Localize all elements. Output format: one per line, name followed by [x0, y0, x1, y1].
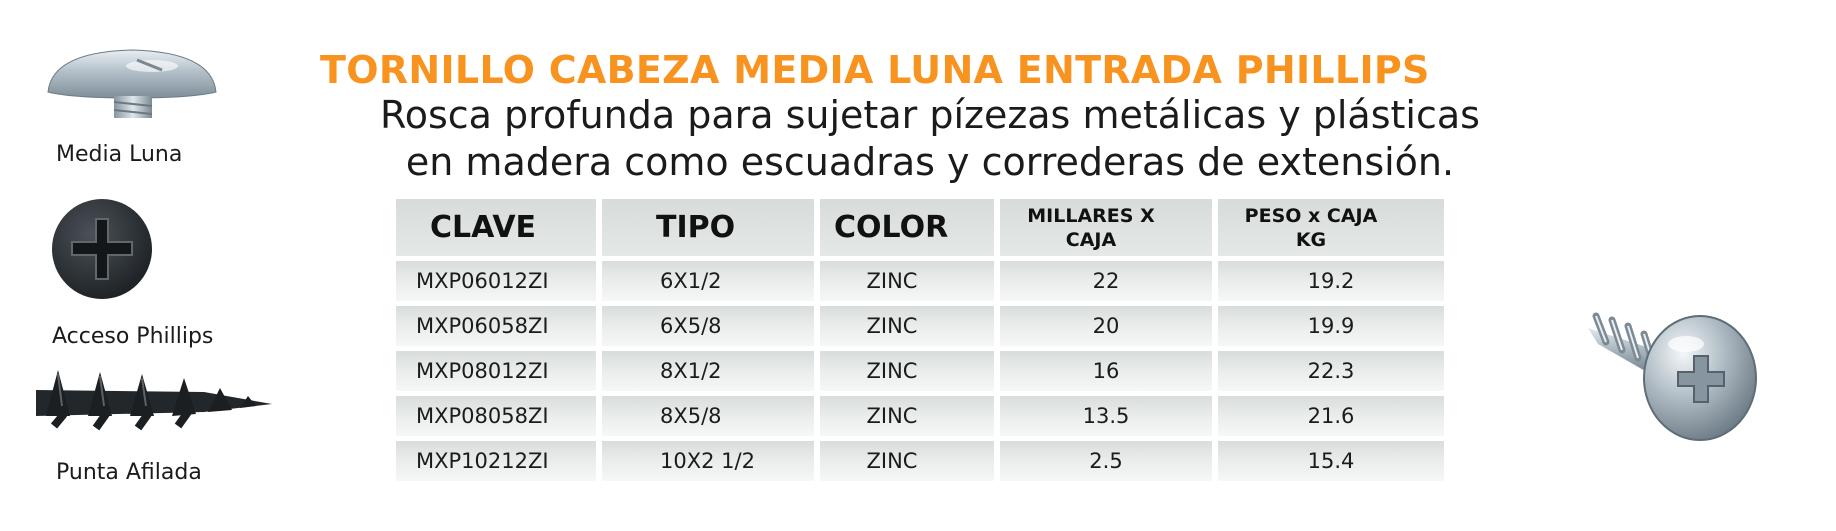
table-header-row: CLAVE TIPO COLOR MILLARES X CAJA PESO x … [396, 199, 1444, 256]
cell-color: ZINC [820, 351, 994, 391]
cell-color: ZINC [820, 396, 994, 436]
cell-peso: 15.4 [1218, 441, 1444, 481]
cell-peso: 21.6 [1218, 396, 1444, 436]
cell-clave: MXP06058ZI [396, 306, 596, 346]
subtitle-line-1: Rosca profunda para sujetar pízezas metá… [380, 93, 1480, 137]
pan-head-screw-icon [47, 49, 217, 118]
cell-millares: 22 [1000, 261, 1212, 301]
table-row: MXP06012ZI 6X1/2 ZINC 22 19.2 [396, 261, 1444, 301]
phillips-head-icon [52, 199, 152, 299]
cell-tipo: 10X2 1/2 [602, 441, 814, 481]
cell-millares: 20 [1000, 306, 1212, 346]
cell-color: ZINC [820, 261, 994, 301]
table-row: MXP08058ZI 8X5/8 ZINC 13.5 21.6 [396, 396, 1444, 436]
cell-millares: 13.5 [1000, 396, 1212, 436]
header-clave: CLAVE [396, 199, 596, 256]
spec-table: CLAVE TIPO COLOR MILLARES X CAJA PESO x … [390, 194, 1450, 486]
table-row: MXP06058ZI 6X5/8 ZINC 20 19.9 [396, 306, 1444, 346]
page-title: TORNILLO CABEZA MEDIA LUNA ENTRADA PHILL… [320, 48, 1430, 92]
cell-peso: 19.2 [1218, 261, 1444, 301]
header-peso-line1: PESO x CAJA [1244, 204, 1378, 227]
zinc-pan-head-screw-icon [1588, 312, 1757, 441]
cell-clave: MXP08058ZI [396, 396, 596, 436]
header-millares-line1: MILLARES X [1027, 204, 1155, 227]
header-peso-line2: KG [1295, 228, 1327, 251]
cell-millares: 2.5 [1000, 441, 1212, 481]
header-color: COLOR [820, 199, 994, 256]
cell-clave: MXP06012ZI [396, 261, 596, 301]
page-subtitle: Rosca profunda para sujetar pízezas metá… [300, 92, 1560, 186]
header-peso: PESO x CAJA KG [1218, 199, 1444, 256]
feature-label-punta-afilada: Punta Afilada [56, 460, 202, 485]
cell-color: ZINC [820, 441, 994, 481]
feature-label-acceso-phillips: Acceso Phillips [52, 324, 214, 349]
cell-clave: MXP08012ZI [396, 351, 596, 391]
header-millares-line2: CAJA [1065, 228, 1117, 251]
cell-peso: 19.9 [1218, 306, 1444, 346]
header-tipo: TIPO [602, 199, 814, 256]
cell-tipo: 6X1/2 [602, 261, 814, 301]
feature-label-media-luna: Media Luna [56, 142, 183, 167]
header-millares: MILLARES X CAJA [1000, 199, 1212, 256]
cell-millares: 16 [1000, 351, 1212, 391]
subtitle-line-2: en madera como escuadras y correderas de… [405, 140, 1455, 184]
cell-peso: 22.3 [1218, 351, 1444, 391]
sharp-point-thread-icon [36, 370, 272, 431]
cell-tipo: 8X1/2 [602, 351, 814, 391]
table-row: MXP10212ZI 10X2 1/2 ZINC 2.5 15.4 [396, 441, 1444, 481]
cell-color: ZINC [820, 306, 994, 346]
cell-clave: MXP10212ZI [396, 441, 596, 481]
cell-tipo: 6X5/8 [602, 306, 814, 346]
table-row: MXP08012ZI 8X1/2 ZINC 16 22.3 [396, 351, 1444, 391]
cell-tipo: 8X5/8 [602, 396, 814, 436]
